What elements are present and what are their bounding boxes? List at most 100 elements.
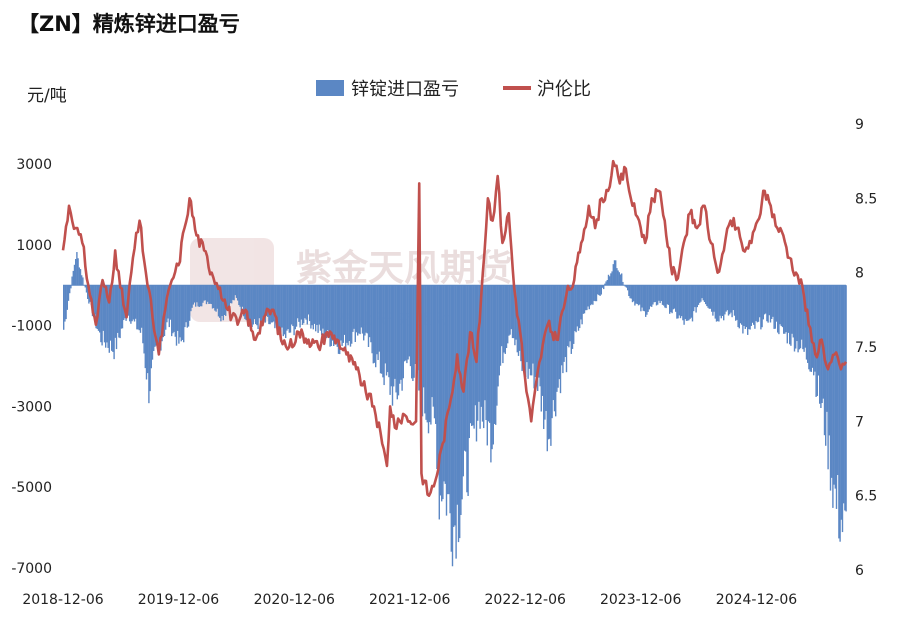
bar <box>631 285 634 303</box>
bar <box>616 268 618 286</box>
bar <box>399 285 401 384</box>
bar <box>282 285 284 337</box>
bar <box>642 285 644 311</box>
bar <box>411 285 413 379</box>
bar <box>95 285 97 329</box>
bar <box>729 285 731 315</box>
bar <box>389 285 391 395</box>
bar <box>717 285 719 322</box>
bar <box>232 285 234 300</box>
bar <box>351 285 353 344</box>
bar <box>591 285 593 305</box>
bar <box>689 285 691 319</box>
bar <box>666 285 668 305</box>
bar <box>450 285 452 552</box>
bar <box>813 285 815 376</box>
bar <box>180 285 182 342</box>
bar <box>617 270 619 286</box>
bar <box>844 285 846 511</box>
bar <box>669 285 671 314</box>
bar <box>496 285 498 406</box>
bar <box>670 285 672 313</box>
bar <box>832 285 834 508</box>
bar <box>460 285 462 515</box>
bar <box>169 285 172 320</box>
bar <box>115 285 118 350</box>
bar <box>577 285 580 331</box>
bar <box>837 285 839 476</box>
bar <box>594 285 596 302</box>
bar <box>634 285 636 306</box>
bar <box>679 285 682 319</box>
bar <box>693 285 695 312</box>
bar <box>797 285 799 353</box>
bar <box>293 285 295 336</box>
bar <box>137 285 139 330</box>
bar <box>69 285 71 294</box>
bar <box>816 285 818 396</box>
bar <box>624 285 626 287</box>
bar <box>102 285 104 331</box>
bar <box>365 285 367 333</box>
bar <box>192 285 194 305</box>
bar <box>141 285 143 328</box>
bar <box>139 285 142 333</box>
bar <box>765 285 767 314</box>
bar <box>671 285 673 314</box>
bar <box>138 285 140 331</box>
left-tick-label: 3000 <box>16 157 52 173</box>
bar <box>94 285 96 315</box>
bar <box>511 285 514 339</box>
bar <box>834 285 836 489</box>
bar <box>546 285 548 452</box>
bar <box>66 285 68 310</box>
bar <box>456 285 458 505</box>
bar <box>736 285 738 320</box>
bar <box>597 285 599 295</box>
bar <box>610 273 612 286</box>
bar <box>197 285 199 307</box>
bar <box>754 285 756 329</box>
bar <box>486 285 488 446</box>
bar <box>691 285 694 322</box>
bar <box>84 285 86 288</box>
bar <box>786 285 788 344</box>
bar <box>114 285 116 338</box>
bar <box>396 285 398 400</box>
bar <box>156 285 158 346</box>
right-tick-label: 6 <box>855 563 864 579</box>
bar <box>195 285 197 307</box>
bar <box>607 274 610 286</box>
bar <box>341 285 343 346</box>
bar <box>570 285 572 354</box>
bar <box>78 267 80 286</box>
bar <box>361 285 364 334</box>
bar <box>273 285 275 322</box>
bar <box>211 285 214 309</box>
bar <box>661 285 664 305</box>
bar <box>727 285 730 316</box>
bar <box>605 281 607 286</box>
bar <box>709 285 712 309</box>
bar <box>360 285 362 328</box>
bar <box>303 285 305 324</box>
bar <box>504 285 506 354</box>
bar <box>187 285 190 327</box>
bar <box>731 285 733 318</box>
bar <box>167 285 169 319</box>
bar <box>697 285 700 305</box>
bar <box>245 285 247 321</box>
bar <box>186 285 188 328</box>
bar <box>489 285 491 423</box>
bar <box>283 285 286 335</box>
bar <box>773 285 775 329</box>
bar <box>400 285 402 380</box>
bar <box>301 285 304 325</box>
bar <box>307 285 310 315</box>
bar <box>655 285 658 306</box>
bar <box>393 285 395 387</box>
bar <box>742 285 744 334</box>
bar <box>85 285 88 293</box>
bar <box>402 285 404 379</box>
bar <box>131 285 133 322</box>
